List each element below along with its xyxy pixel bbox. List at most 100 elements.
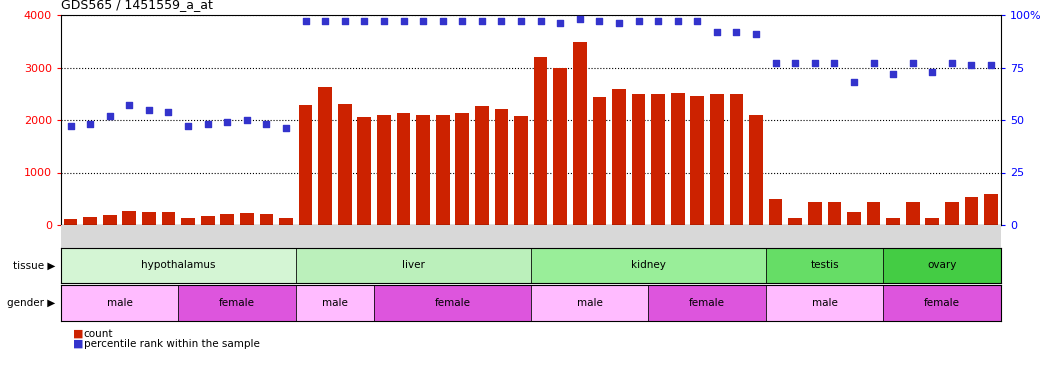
Bar [475,106,488,225]
Point [532,18,549,24]
Text: testis: testis [810,260,838,270]
Bar [456,112,470,225]
Bar [808,202,822,225]
Bar [61,285,178,321]
Bar [337,104,352,225]
Bar [374,285,530,321]
Text: hypothalamus: hypothalamus [141,260,216,270]
Bar [651,94,665,225]
Bar [905,202,919,225]
Point [62,123,79,129]
Bar [123,211,136,225]
Point [924,69,941,75]
Point [650,18,667,24]
Point [179,123,196,129]
Bar [299,105,312,225]
Bar [671,93,684,225]
Point [689,18,705,24]
Bar [766,248,883,283]
Bar [867,202,880,225]
Bar [592,97,606,225]
Point [121,102,137,108]
Bar [530,285,649,321]
Bar [749,115,763,225]
Text: tissue ▶: tissue ▶ [14,260,56,270]
Point [552,20,569,26]
Text: kidney: kidney [631,260,665,270]
Point [963,62,980,68]
Point [983,62,1000,68]
Point [298,18,314,24]
Bar [201,216,215,225]
Bar [416,115,430,225]
Text: female: female [219,298,255,308]
Point [82,121,99,127]
Point [670,18,686,24]
Text: male: male [322,298,348,308]
Bar [984,194,998,225]
Point [395,18,412,24]
Bar [396,113,411,225]
Text: ■: ■ [73,339,84,349]
Bar [533,57,547,225]
Point [708,29,725,35]
Bar [691,96,704,225]
Point [102,113,118,119]
Bar [436,115,450,225]
Bar [178,285,296,321]
Point [630,18,647,24]
Point [943,60,960,66]
Bar [357,117,371,225]
Text: male: male [576,298,603,308]
Point [787,60,804,66]
Bar [788,218,802,225]
Point [160,109,177,115]
Point [571,16,588,22]
Bar [220,214,234,225]
Point [454,18,471,24]
Point [375,18,392,24]
Point [747,31,764,37]
Bar [925,218,939,225]
Bar [530,248,766,283]
Point [806,60,823,66]
Bar [161,212,175,225]
Bar [279,218,292,225]
Point [866,60,882,66]
Point [278,125,294,131]
Point [415,18,432,24]
Bar [769,199,783,225]
Bar [709,94,724,225]
Text: female: female [924,298,960,308]
Point [591,18,608,24]
Bar [964,196,979,225]
Bar [612,88,626,225]
Bar [83,217,97,225]
Text: percentile rank within the sample: percentile rank within the sample [84,339,260,349]
Bar [515,116,528,225]
Text: female: female [690,298,725,308]
Bar [64,219,78,225]
Bar [883,248,1001,283]
Bar [847,212,860,225]
Bar [945,202,959,225]
Bar [377,115,391,225]
Point [728,29,745,35]
Text: male: male [811,298,837,308]
Bar [766,285,883,321]
Point [140,106,157,112]
Point [336,18,353,24]
Bar [632,94,646,225]
Point [846,79,863,85]
Bar [649,285,766,321]
Text: female: female [435,298,471,308]
Point [885,71,901,77]
Text: ■: ■ [73,329,84,339]
Bar [729,94,743,225]
Bar [495,109,508,225]
Point [767,60,784,66]
Bar [887,218,900,225]
Point [493,18,509,24]
Bar [61,248,296,283]
Text: GDS565 / 1451559_a_at: GDS565 / 1451559_a_at [61,0,213,11]
